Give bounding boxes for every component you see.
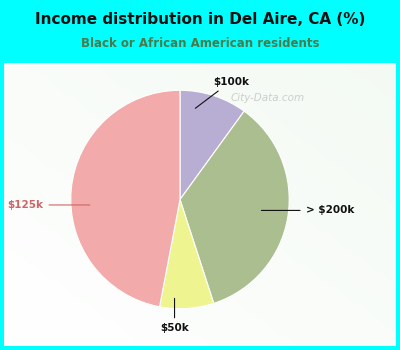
- Wedge shape: [160, 199, 214, 309]
- Wedge shape: [180, 111, 289, 303]
- Text: Black or African American residents: Black or African American residents: [81, 37, 319, 50]
- Text: $100k: $100k: [195, 77, 249, 108]
- Text: > $200k: > $200k: [262, 205, 354, 215]
- Text: Income distribution in Del Aire, CA (%): Income distribution in Del Aire, CA (%): [35, 12, 365, 27]
- Text: $50k: $50k: [160, 298, 189, 333]
- Wedge shape: [180, 90, 244, 199]
- Text: City-Data.com: City-Data.com: [231, 93, 305, 103]
- Text: $125k: $125k: [8, 200, 90, 210]
- Wedge shape: [71, 90, 180, 307]
